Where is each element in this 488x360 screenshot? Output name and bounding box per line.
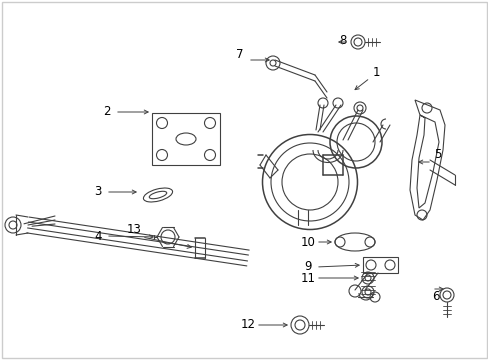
Text: 10: 10 [300,235,315,248]
Text: 11: 11 [300,271,315,284]
Text: 1: 1 [371,66,379,78]
Text: 13: 13 [126,224,141,237]
Text: 6: 6 [431,289,439,302]
Text: 7: 7 [236,49,243,62]
Text: 3: 3 [94,185,102,198]
Text: 9: 9 [304,261,311,274]
Text: 8: 8 [339,33,346,46]
Text: 5: 5 [433,148,441,162]
Text: 4: 4 [94,230,102,243]
Text: 2: 2 [103,105,110,118]
Text: 12: 12 [240,319,255,332]
